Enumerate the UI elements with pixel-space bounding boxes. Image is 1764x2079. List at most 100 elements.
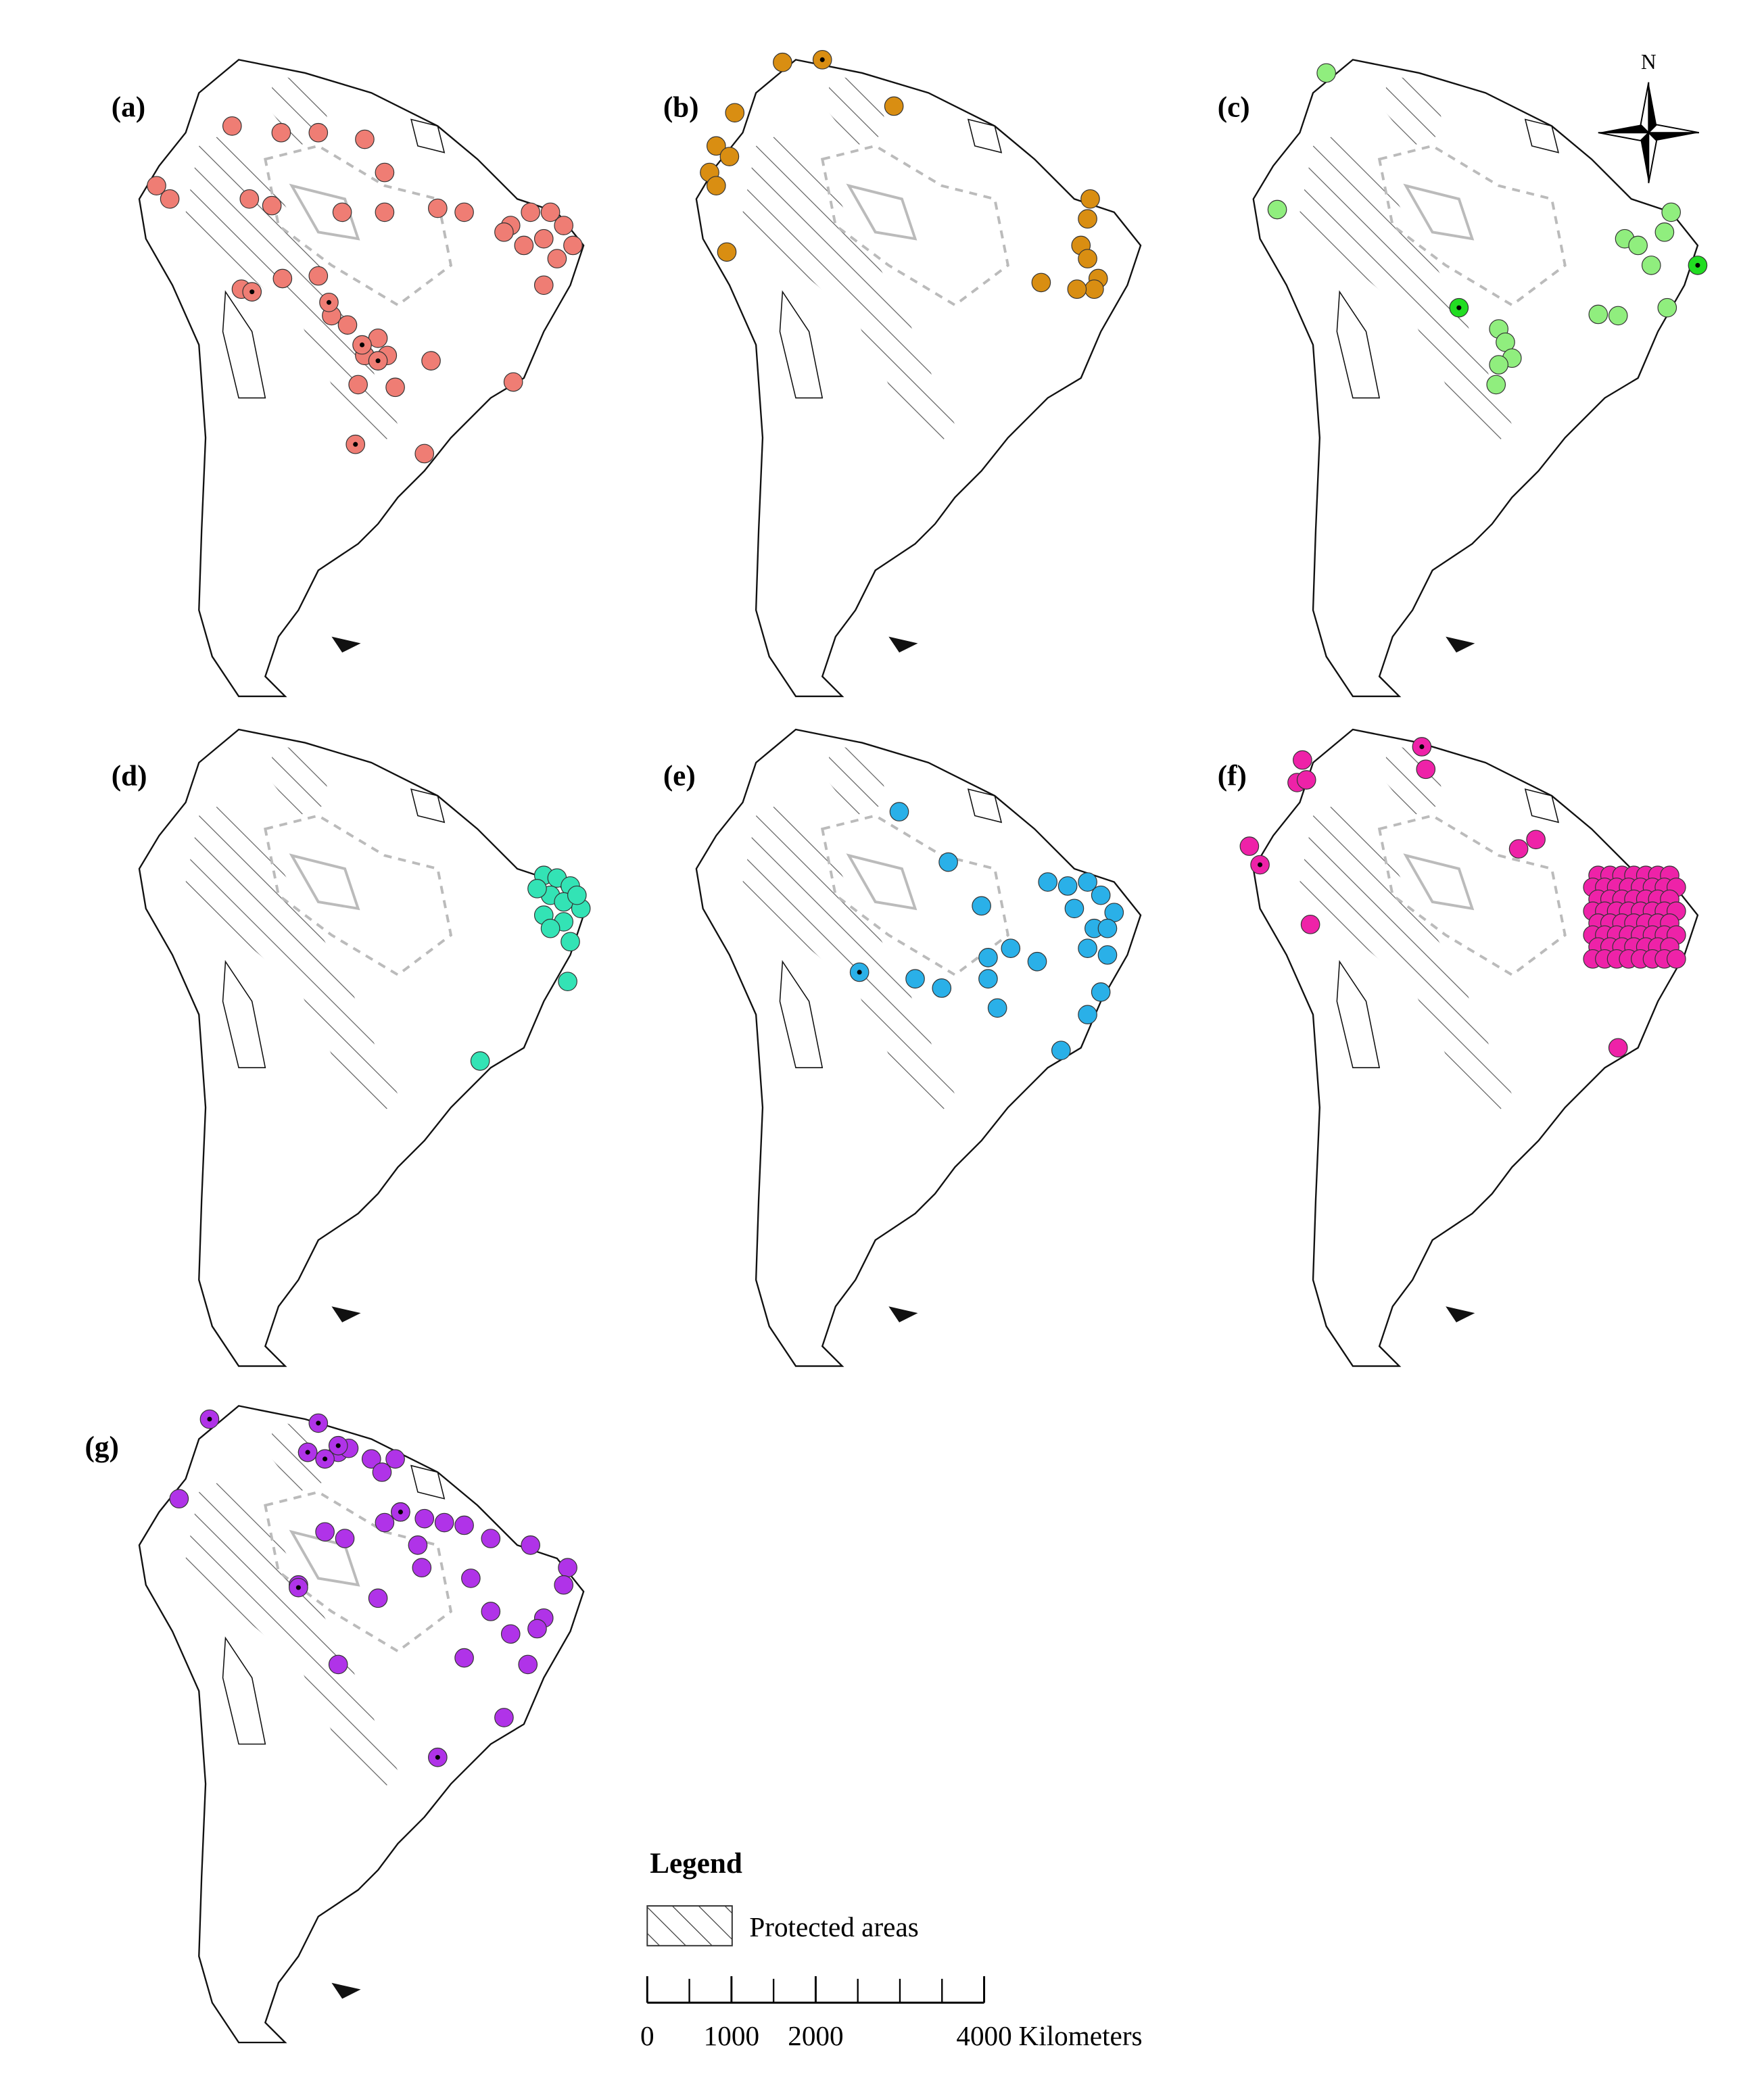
scale-label: 1000	[704, 2020, 759, 2051]
occurrence-point	[470, 1051, 490, 1071]
occurrence-point	[567, 885, 587, 905]
occurrence-point	[337, 315, 358, 335]
country-map	[694, 728, 1142, 1368]
point-center	[435, 1754, 440, 1760]
maps	[138, 50, 1708, 2044]
point-center	[1419, 744, 1425, 749]
occurrence-point	[421, 351, 441, 371]
point-center	[398, 1509, 403, 1514]
occurrence-point	[372, 1462, 392, 1482]
occurrence-point	[361, 1449, 381, 1469]
country-map	[138, 1404, 586, 2044]
panel-label: (d)	[112, 760, 147, 792]
point-center	[207, 1416, 212, 1422]
occurrence-point	[1038, 872, 1058, 892]
occurrence-point	[1051, 1041, 1071, 1061]
occurrence-point	[368, 1588, 388, 1608]
occurrence-point	[1078, 938, 1097, 958]
occurrence-point	[494, 1708, 514, 1727]
occurrence-point	[1084, 279, 1104, 300]
occurrence-point	[160, 189, 180, 209]
occurrence-point	[719, 147, 740, 166]
occurrence-point	[503, 372, 523, 392]
point-center	[1456, 305, 1462, 310]
occurrence-point	[533, 275, 554, 295]
occurrence-point	[348, 375, 368, 395]
panel-label: (g)	[85, 1431, 119, 1463]
occurrence-point	[1300, 915, 1320, 934]
occurrence-point	[494, 222, 514, 242]
occurrence-point	[454, 1515, 474, 1535]
point-center	[323, 1456, 328, 1462]
map-panel	[138, 1404, 586, 2044]
occurrence-point	[1078, 249, 1097, 268]
occurrence-point	[1608, 1038, 1628, 1058]
occurrence-point	[147, 176, 166, 196]
occurrence-point	[239, 189, 260, 209]
country-map	[1252, 728, 1699, 1368]
occurrence-point	[454, 1648, 474, 1668]
occurrence-point	[554, 216, 574, 235]
occurrence-point	[1588, 304, 1608, 325]
scale-label: 4000	[956, 2020, 1011, 2051]
panel-label: (f)	[1218, 760, 1247, 792]
point-center	[316, 1420, 321, 1426]
occurrence-point	[1091, 982, 1111, 1002]
occurrence-point	[1628, 235, 1648, 256]
occurrence-point	[1097, 918, 1118, 938]
occurrence-point	[385, 1449, 405, 1469]
occurrence-point	[905, 969, 925, 989]
occurrence-point	[1067, 279, 1087, 300]
scale-unit: Kilometers	[1019, 2020, 1143, 2051]
occurrence-point	[1078, 209, 1097, 229]
occurrence-point	[554, 1575, 574, 1595]
occurrence-point	[558, 972, 577, 991]
country-map	[1252, 58, 1699, 698]
occurrence-point	[540, 202, 561, 222]
occurrence-point	[385, 377, 405, 398]
occurrence-point	[978, 948, 998, 967]
occurrence-point	[375, 1512, 395, 1533]
occurrence-point	[335, 1529, 355, 1548]
north-arrow	[1597, 81, 1700, 184]
occurrence-point	[547, 249, 567, 268]
occurrence-point	[1267, 199, 1287, 220]
occurrence-point	[375, 162, 395, 183]
point-center	[360, 342, 365, 348]
occurrence-point	[454, 202, 474, 222]
occurrence-point	[932, 978, 952, 998]
occurrence-point	[717, 242, 737, 262]
map-panel	[138, 728, 591, 1368]
point-center	[353, 441, 358, 447]
north-label: N	[1641, 50, 1656, 74]
occurrence-point	[1661, 202, 1682, 222]
point-center	[335, 1443, 341, 1448]
occurrence-point	[1064, 899, 1084, 919]
point-center	[326, 300, 332, 305]
occurrence-point	[375, 202, 395, 222]
occurrence-point	[889, 802, 909, 821]
occurrence-point	[481, 1529, 501, 1548]
occurrence-point	[706, 176, 726, 196]
occurrence-point	[272, 268, 293, 289]
occurrence-point	[514, 235, 534, 256]
occurrence-point	[481, 1602, 501, 1621]
country-map	[138, 728, 586, 1368]
map-panel	[694, 50, 1142, 698]
occurrence-point	[1416, 759, 1436, 780]
legend-label: Protected areas	[749, 1911, 918, 1942]
occurrence-point	[1608, 306, 1628, 326]
occurrence-point	[1489, 355, 1508, 375]
occurrence-point	[408, 1535, 428, 1555]
occurrence-point	[540, 918, 561, 938]
occurrence-point	[987, 998, 1007, 1018]
occurrence-point	[518, 1654, 538, 1675]
occurrence-point	[308, 266, 329, 286]
point-center	[857, 970, 862, 975]
occurrence-point	[1657, 297, 1677, 318]
occurrence-point	[1654, 222, 1675, 242]
occurrence-point	[1078, 1005, 1097, 1025]
scale-label: 0	[640, 2020, 654, 2051]
occurrence-point	[561, 932, 580, 952]
